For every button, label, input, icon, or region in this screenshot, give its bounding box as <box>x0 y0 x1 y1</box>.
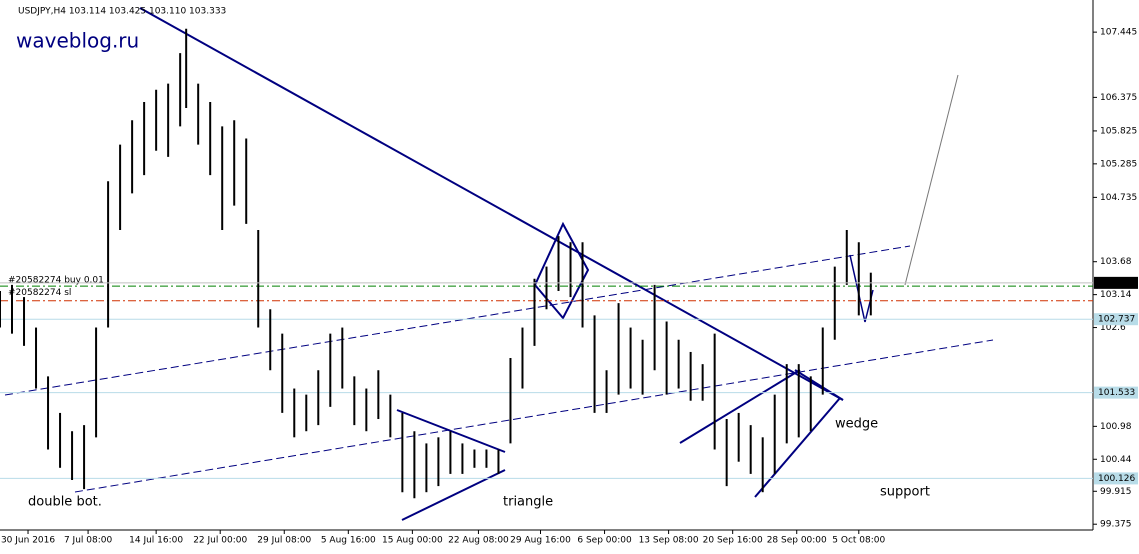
y-tick-label: 103.14 <box>1100 290 1132 300</box>
x-tick-label: 15 Aug 00:00 <box>382 536 443 546</box>
level-label: 100.126 <box>1098 474 1135 484</box>
level-label-box <box>1094 472 1138 485</box>
x-tick-label: 5 Aug 16:00 <box>321 536 376 546</box>
drawings <box>4 7 994 521</box>
x-tick-label: 29 Aug 16:00 <box>510 536 571 546</box>
x-tick-label: 22 Jul 00:00 <box>193 536 247 546</box>
order-label: #20582274 sl <box>8 288 71 298</box>
y-tick-label: 100.98 <box>1100 422 1132 432</box>
annotation: support <box>880 485 930 500</box>
y-tick-label: 104.735 <box>1100 193 1137 203</box>
annotation: wedge <box>835 417 878 432</box>
y-tick-label: 100.44 <box>1100 455 1132 465</box>
y-tick-label: 106.375 <box>1100 93 1137 103</box>
y-tick-label: 102.6 <box>1100 323 1126 333</box>
triangle-line <box>396 409 506 453</box>
projection-line <box>904 74 959 286</box>
x-tick-label: 14 Jul 16:00 <box>129 536 183 546</box>
wedge-line <box>794 369 844 401</box>
y-tick-label: 107.445 <box>1100 28 1137 38</box>
level-label-box <box>1094 386 1138 399</box>
x-tick-label: 28 Sep 00:00 <box>767 536 827 546</box>
y-tick-label: 105.825 <box>1100 126 1137 136</box>
channel-line <box>4 245 911 396</box>
diamond <box>533 221 590 320</box>
x-tick-label: 6 Sep 00:00 <box>577 536 632 546</box>
watermark: waveblog.ru <box>16 29 139 53</box>
x-tick-label: 30 Jun 2016 <box>1 536 55 546</box>
chart-title: USDJPY,H4 103.114 103.425 103.110 103.33… <box>18 7 226 17</box>
level-label: 102.737 <box>1098 315 1135 325</box>
current-price-label: 103.333 <box>1098 278 1135 288</box>
level-label-box <box>1094 313 1138 326</box>
wedge-line <box>679 369 801 444</box>
annotation: double bot. <box>28 495 102 510</box>
x-tick-label: 7 Jul 08:00 <box>64 536 113 546</box>
x-tick-label: 20 Sep 16:00 <box>703 536 763 546</box>
trend-line <box>139 7 844 401</box>
current-price-box <box>1094 276 1138 289</box>
annotation: triangle <box>503 495 553 510</box>
y-tick-label: 103.68 <box>1100 257 1132 267</box>
wedge-line <box>754 397 841 498</box>
y-tick-label: 105.285 <box>1100 159 1137 169</box>
x-tick-label: 5 Oct 08:00 <box>832 536 885 546</box>
y-tick-label: 99.915 <box>1100 487 1132 497</box>
y-tick-label: 99.375 <box>1100 520 1132 530</box>
x-tick-label: 29 Jul 08:00 <box>257 536 311 546</box>
x-tick-label: 22 Aug 08:00 <box>448 536 509 546</box>
level-label: 101.533 <box>1098 388 1135 398</box>
order-label: #20582274 buy 0.01 <box>8 276 104 286</box>
x-tick-label: 13 Sep 08:00 <box>639 536 699 546</box>
channel-line <box>74 339 994 493</box>
